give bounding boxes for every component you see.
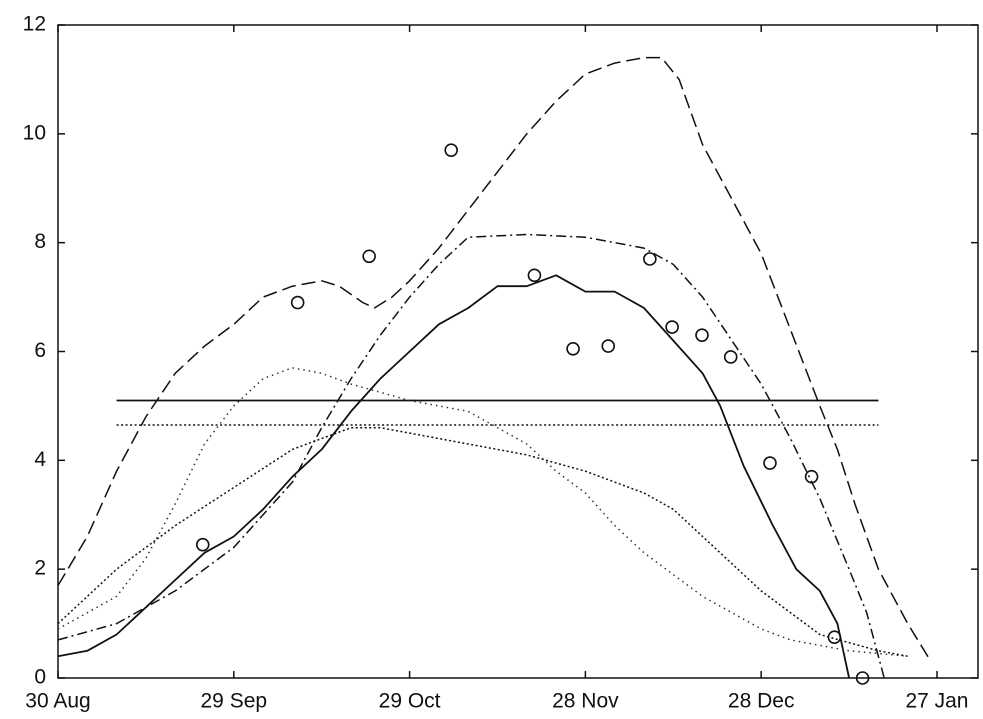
x-tick-label: 29 Sep (201, 690, 268, 713)
series-line (57, 426, 908, 657)
x-tick-label: 30 Aug (25, 690, 90, 713)
series-line (57, 274, 850, 679)
data-point (695, 328, 709, 342)
data-point (362, 249, 376, 264)
data-point (566, 341, 580, 356)
y-tick-label: 8 (34, 230, 46, 253)
data-point (195, 537, 210, 552)
x-tick-label: 28 Nov (552, 690, 619, 713)
data-point (527, 268, 542, 283)
y-tick-label: 10 (23, 121, 46, 144)
y-tick-label: 12 (23, 13, 46, 36)
data-point (827, 630, 842, 644)
data-point (804, 469, 819, 484)
data-point (855, 671, 870, 685)
y-tick-label: 4 (34, 448, 46, 471)
data-point (290, 295, 305, 310)
data-point (643, 252, 657, 266)
series-line (57, 56, 932, 663)
data-point (444, 143, 458, 157)
y-tick-label: 6 (34, 339, 46, 362)
y-tick-label: 0 (34, 666, 46, 689)
data-point (723, 350, 738, 364)
series-line (57, 233, 885, 679)
data-point (601, 339, 616, 353)
data-point (665, 320, 679, 334)
x-tick-label: 29 Oct (379, 690, 441, 713)
plot-frame (57, 24, 979, 679)
data-point (763, 456, 777, 470)
x-tick-label: 27 Jan (905, 690, 968, 713)
x-tick-label: 28 Dec (728, 690, 795, 713)
y-tick-label: 2 (34, 557, 46, 580)
series-line (57, 367, 908, 657)
